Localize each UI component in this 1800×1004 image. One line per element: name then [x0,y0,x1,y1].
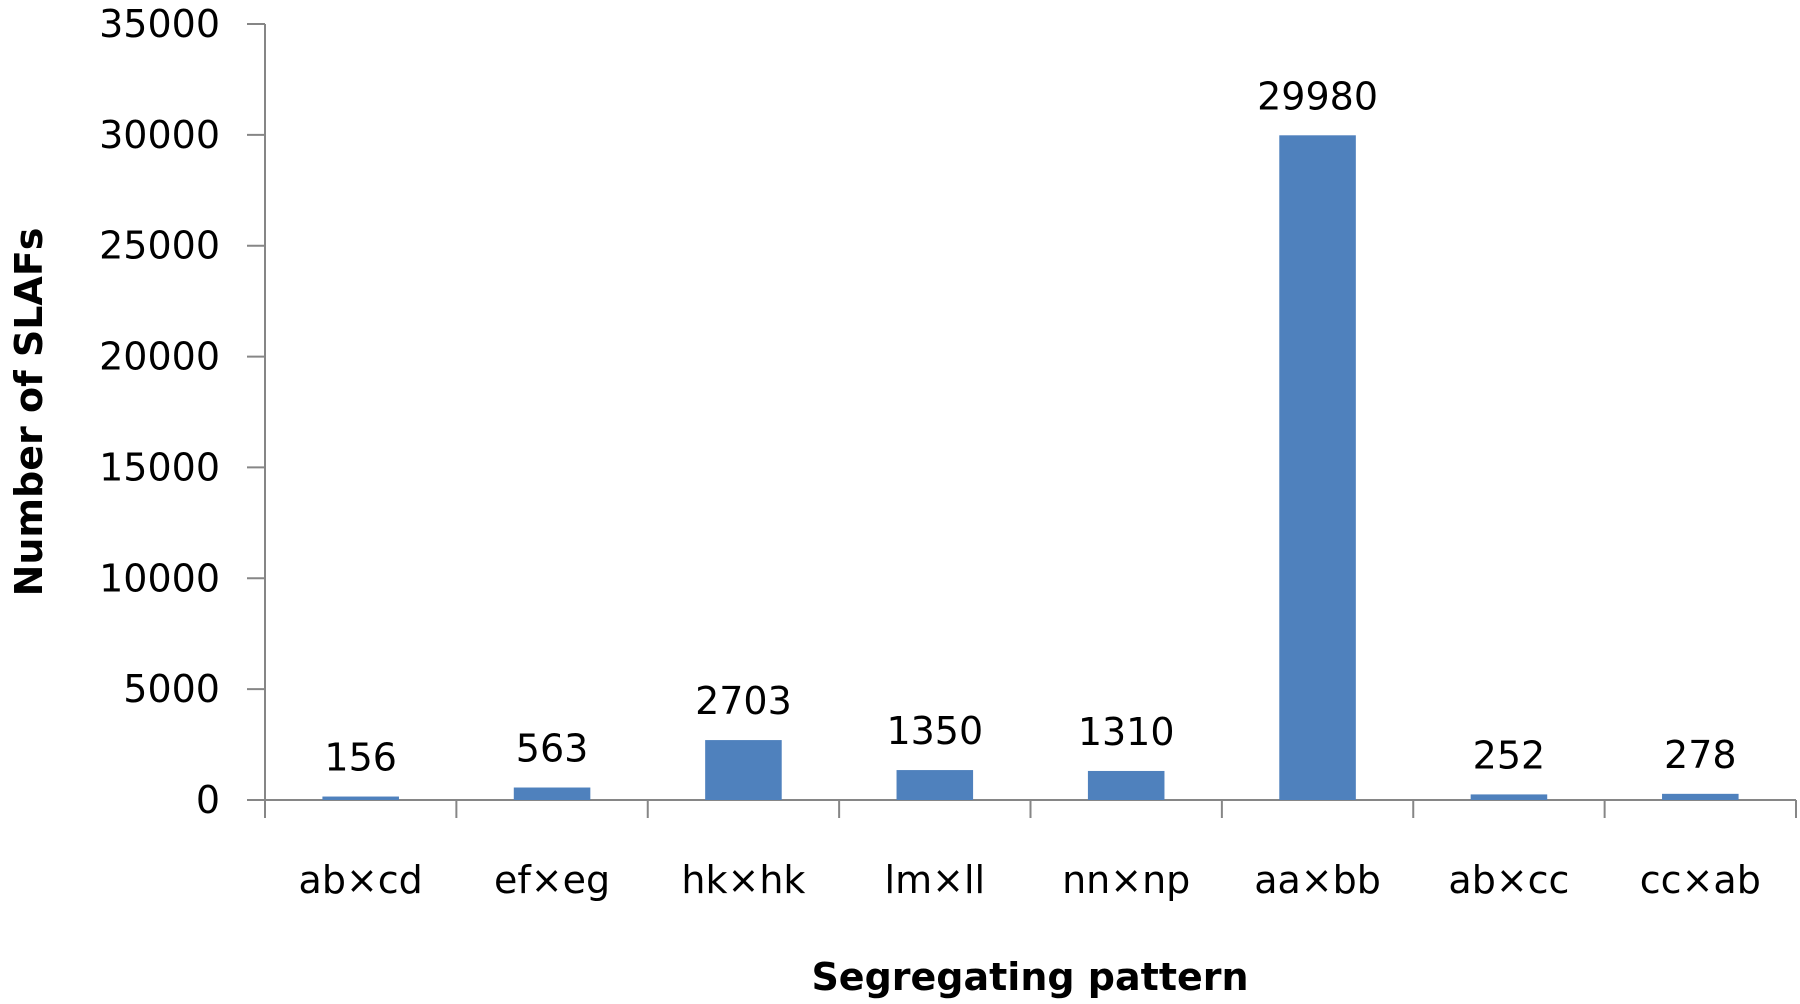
bar [1662,793,1739,800]
bars [322,135,1739,801]
bar [705,740,782,800]
bar [896,770,974,800]
data-label: 278 [1664,733,1737,777]
y-tick-label: 20000 [99,335,220,379]
x-tick-label: aa×bb [1254,858,1381,902]
bar [1279,135,1356,801]
y-axis-title: Number of SLAFs [7,228,51,597]
data-label: 252 [1473,733,1546,777]
data-label: 156 [324,736,397,780]
y-tick-label: 0 [196,778,220,822]
data-label: 563 [516,727,589,771]
x-axis-ticks: ab×cd ef×eg hk×hk lm×ll nn×np aa×bb ab×cc cc×ab [264,800,1797,902]
data-label: 1310 [1078,710,1175,754]
x-tick-label: ab×cc [1448,858,1569,902]
x-tick-label: ab×cd [299,858,423,902]
y-tick-label: 10000 [99,556,220,600]
y-tick-label: 15000 [99,445,220,489]
x-tick-label: hk×hk [681,858,805,902]
bar [513,787,591,800]
x-axis-title: Segregating pattern [811,955,1248,999]
bar [1087,770,1165,800]
y-tick-label: 25000 [99,224,220,268]
x-tick-label: cc×ab [1640,858,1761,902]
data-label: 1350 [886,709,983,753]
x-tick-label: ef×eg [494,858,610,902]
data-label: 2703 [695,679,792,723]
y-tick-label: 35000 [99,2,220,46]
bar [1470,794,1548,800]
bar [322,796,399,800]
x-tick-label: nn×np [1062,858,1190,902]
y-axis-ticks: 0 5000 10000 15000 20000 25000 30000 35000 [99,2,265,822]
data-label: 29980 [1257,74,1378,118]
x-axis: ab×cd ef×eg hk×hk lm×ll nn×np aa×bb ab×cc cc×ab [264,799,1797,902]
y-axis: 0 5000 10000 15000 20000 25000 30000 35000 [99,2,266,822]
y-tick-label: 30000 [99,113,220,157]
x-tick-label: lm×ll [885,858,986,902]
data-labels: 156 563 2703 1350 1310 29980 252 278 [324,74,1736,779]
y-tick-label: 5000 [123,667,220,711]
